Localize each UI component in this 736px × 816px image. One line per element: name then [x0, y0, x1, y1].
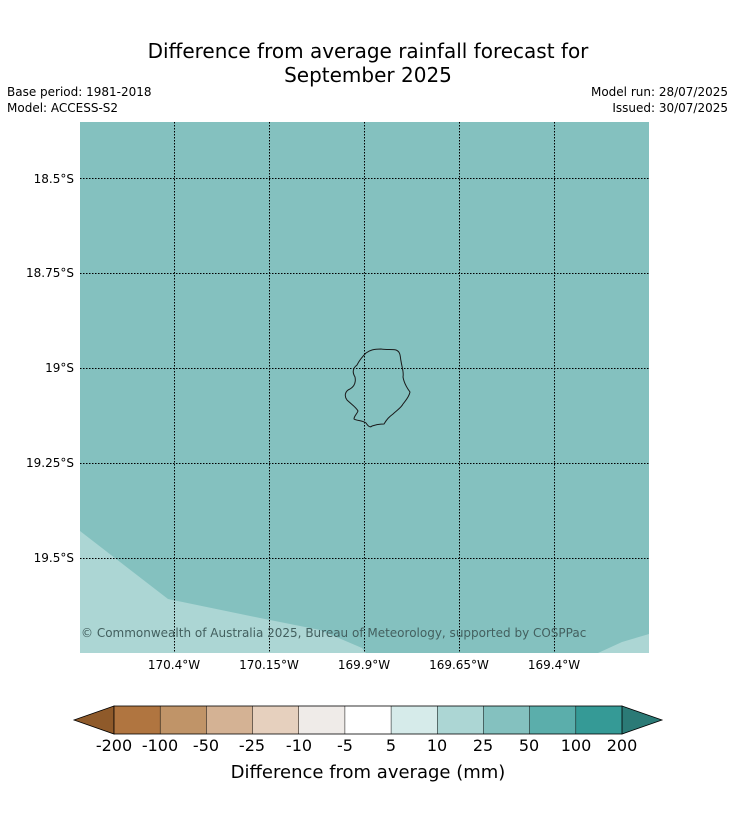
colorbar-high-extend [621, 705, 664, 735]
lat-label: 19.25°S [26, 456, 74, 470]
colorbar-tick-label: -25 [238, 736, 266, 755]
colorbar-segment [298, 706, 346, 734]
copyright-notice: © Commonwealth of Australia 2025, Bureau… [81, 626, 587, 640]
base-period: Base period: 1981-2018 [7, 85, 152, 99]
colorbar-segment [344, 706, 392, 734]
colorbar-title: Difference from average (mm) [230, 762, 506, 783]
colorbar-segment [160, 706, 207, 734]
lat-label: 19.5°S [33, 551, 74, 565]
lat-label: 19°S [45, 361, 74, 375]
colorbar-tick-label: -10 [285, 736, 313, 755]
colorbar-segment [391, 706, 438, 734]
colorbar-segment [483, 706, 530, 734]
lon-label: 169.65°W [429, 658, 489, 672]
issued-date: Issued: 30/07/2025 [612, 101, 728, 115]
colorbar-segment [437, 706, 484, 734]
colorbar-segments [114, 706, 623, 734]
colorbar-tick-label: 50 [518, 736, 540, 755]
map-area [80, 122, 649, 653]
title-line-2: September 2025 [284, 63, 452, 87]
colorbar-tick-label: -100 [141, 736, 179, 755]
colorbar-segment [252, 706, 300, 734]
colorbar [72, 705, 664, 735]
colorbar-tick-label: 200 [606, 736, 638, 755]
colorbar-tick-label: 25 [472, 736, 494, 755]
colorbar-tick-label: -200 [95, 736, 133, 755]
colorbar-tick-label: 5 [385, 736, 397, 755]
colorbar-segment [114, 706, 161, 734]
colorbar-tick-label: 10 [426, 736, 448, 755]
model-name: Model: ACCESS-S2 [7, 101, 119, 115]
colorbar-segment [529, 706, 577, 734]
colorbar-tick-label: -5 [337, 736, 353, 755]
lon-label: 170.15°W [239, 658, 299, 672]
colorbar-frame [113, 705, 623, 735]
model-run: Model run: 28/07/2025 [590, 85, 728, 99]
map-fill-lower-band [80, 531, 649, 653]
map-gridlines [80, 122, 649, 653]
lon-label: 169.9°W [337, 658, 391, 672]
colorbar-tick-label: 100 [560, 736, 592, 755]
colorbar-tick-label: -50 [192, 736, 220, 755]
lat-label: 18.75°S [26, 266, 74, 280]
title-line-1: Difference from average rainfall forecas… [147, 39, 589, 63]
niue-coastline [344, 348, 411, 428]
colorbar-segment [206, 706, 253, 734]
lat-label: 18.5°S [33, 172, 74, 186]
colorbar-low-extend [72, 705, 115, 735]
lon-label: 169.4°W [527, 658, 581, 672]
lon-label: 170.4°W [147, 658, 201, 672]
colorbar-segment [575, 706, 623, 734]
